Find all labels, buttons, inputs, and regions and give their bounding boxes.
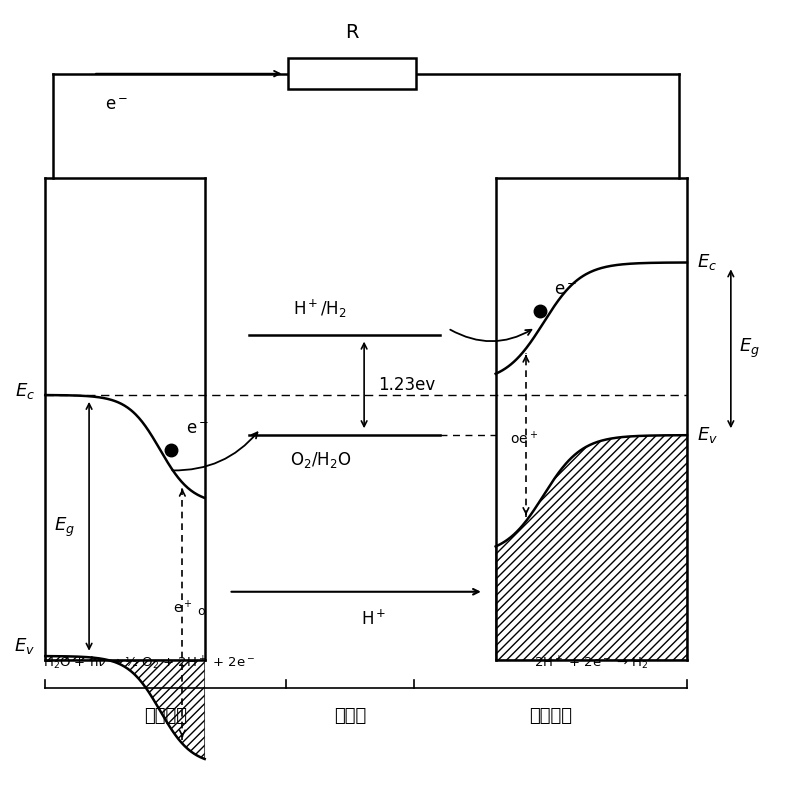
Text: e$^-$: e$^-$ xyxy=(554,281,577,299)
Text: e$^-$: e$^-$ xyxy=(106,96,129,114)
Text: E$_g$: E$_g$ xyxy=(54,516,74,539)
Text: H$^+$/H$_2$: H$^+$/H$_2$ xyxy=(294,298,347,320)
Text: E$_c$: E$_c$ xyxy=(697,252,717,272)
Text: 1.23ev: 1.23ev xyxy=(378,376,436,394)
Text: o: o xyxy=(197,605,205,618)
Text: e$^+$: e$^+$ xyxy=(173,599,192,616)
Text: 第二电极: 第二电极 xyxy=(529,707,572,725)
Text: R: R xyxy=(346,23,359,43)
Text: 第一电极: 第一电极 xyxy=(144,707,187,725)
Text: 2H$^+$ + 2e$^-$ → H$_2$: 2H$^+$ + 2e$^-$ → H$_2$ xyxy=(534,654,649,672)
Polygon shape xyxy=(496,435,687,660)
Text: H$^+$: H$^+$ xyxy=(362,609,387,629)
Text: E$_g$: E$_g$ xyxy=(739,337,760,360)
Text: H$_2$O + h$\nu$ → ½ O$_2$ + 2H$^+$ + 2e$^-$: H$_2$O + h$\nu$ → ½ O$_2$ + 2H$^+$ + 2e$… xyxy=(43,654,255,672)
Text: E$_v$: E$_v$ xyxy=(14,636,36,656)
Bar xyxy=(288,58,416,89)
Text: O$_2$/H$_2$O: O$_2$/H$_2$O xyxy=(290,450,351,470)
Text: oe$^+$: oe$^+$ xyxy=(510,430,538,447)
Polygon shape xyxy=(46,656,205,759)
Text: e$^-$: e$^-$ xyxy=(186,420,209,438)
Text: E$_c$: E$_c$ xyxy=(15,381,36,401)
Text: E$_v$: E$_v$ xyxy=(697,425,718,445)
Text: 电解质: 电解质 xyxy=(334,707,366,725)
